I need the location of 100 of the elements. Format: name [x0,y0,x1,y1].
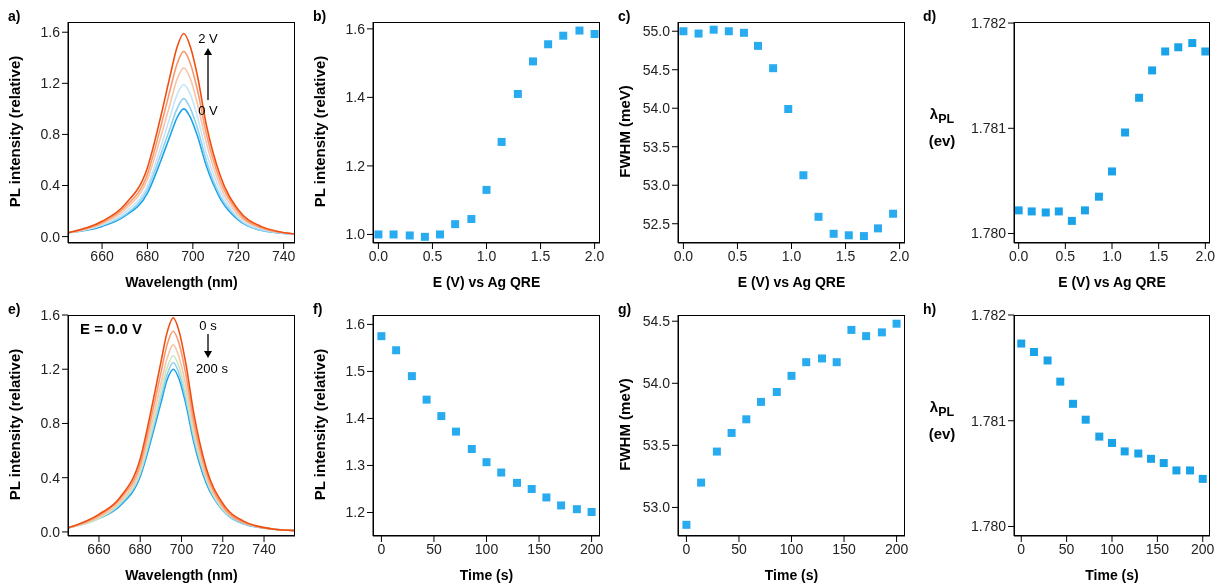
y-tick-label: 54.5 [642,61,671,78]
y-axis-title: PL intensity (relative) [310,348,328,500]
y-tick-label: 1.4 [345,410,366,427]
point [1056,377,1065,386]
x-axis-title: E (V) vs Ag QRE [1058,274,1166,290]
point [873,224,882,233]
chart-title: d) [923,8,937,24]
y-tick-label: 1.2 [40,361,61,378]
x-tick-label: 200 [579,540,604,557]
point [512,478,521,487]
point [817,354,826,363]
chart-title: e) [8,301,21,317]
point [392,346,401,355]
x-tick-label: 100 [1100,540,1124,557]
point [709,25,718,34]
x-tick-label: 150 [527,540,551,557]
x-tick-label: 740 [252,540,276,557]
point [389,230,398,239]
x-tick-label: 150 [832,540,856,557]
point [513,89,522,98]
point [374,230,383,239]
point [497,468,506,477]
point [829,229,838,238]
y-tick-label: 1.782 [970,306,1007,323]
y-tick-label: 1.2 [345,157,366,174]
y-tick-label: 53.5 [642,138,671,155]
y-axis-title: PL intensity (relative) [5,55,23,207]
point [877,328,886,337]
point [1027,207,1036,216]
y-tick-label: 53.0 [642,177,671,194]
point [1017,339,1026,348]
y-axis-title: λ$_{PL}$ (ev) [927,396,957,444]
y-tick-label: 55.0 [642,23,671,40]
point [1188,39,1197,48]
point [727,428,736,437]
point [1108,167,1116,176]
point [799,171,808,180]
point [1186,466,1195,475]
x-axis-title: Time (s) [764,567,819,583]
point [1161,47,1170,56]
point [422,395,431,404]
x-tick-label: 0.0 [673,247,694,264]
x-tick-label: 700 [181,247,205,264]
point [590,29,599,38]
point [844,231,853,240]
x-tick-label: 660 [90,247,114,264]
point [436,230,445,239]
point [1121,128,1130,137]
y-tick-label: 1.6 [40,24,61,41]
x-axis-title: E (V) vs Ag QRE [432,274,541,290]
x-tick-label: 0.5 [422,247,443,264]
x-tick-label: 700 [169,540,194,557]
point [544,40,553,49]
x-tick-label: 1.5 [530,247,551,264]
point [482,185,491,194]
y-tick-label: 0.8 [40,415,61,432]
point [802,358,811,367]
point [482,458,491,467]
chart-title: g) [618,301,632,317]
point [859,232,868,241]
x-tick-label: 660 [87,540,111,557]
point [892,319,901,328]
y-axis-title: FWHM (meV) [615,377,633,471]
x-tick-label: 720 [211,540,235,557]
x-tick-label: 720 [226,247,251,264]
x-axis-title: Wavelength (nm) [125,274,238,290]
annotation: E = 0.0 V [80,320,143,337]
point [847,325,856,334]
x-axis-title: E (V) vs Ag QRE [737,274,846,290]
x-axis-title: Wavelength (nm) [125,567,238,583]
y-tick-label: 54.0 [642,375,671,392]
point [724,27,733,36]
point [679,27,688,36]
point [753,41,762,50]
y-axis-title: FWHM (meV) [615,84,633,178]
point [814,212,823,221]
point [377,332,386,341]
y-tick-label: 1.5 [345,363,366,380]
point [1198,474,1207,483]
point [420,232,429,241]
point [527,484,536,493]
x-tick-label: 1.0 [1102,247,1122,264]
y-tick-label: 1.6 [345,316,366,333]
point [1108,438,1116,447]
point [832,358,841,367]
x-tick-label: 1.5 [835,247,856,264]
chart-title: f) [313,301,323,317]
y-tick-label: 1.781 [970,412,1007,429]
point [1041,208,1050,217]
chart-title: b) [313,8,327,24]
y-tick-label: 1.2 [345,504,366,521]
y-tick-label: 53.5 [642,437,671,454]
point [1080,206,1089,215]
y-tick-label: 1.780 [970,518,1007,535]
point [889,209,898,218]
y-axis-title: PL intensity (relative) [5,348,23,500]
point [697,478,706,487]
y-tick-label: 53.0 [642,499,671,516]
x-tick-label: 1.0 [781,247,802,264]
x-tick-label: 2.0 [889,247,910,264]
